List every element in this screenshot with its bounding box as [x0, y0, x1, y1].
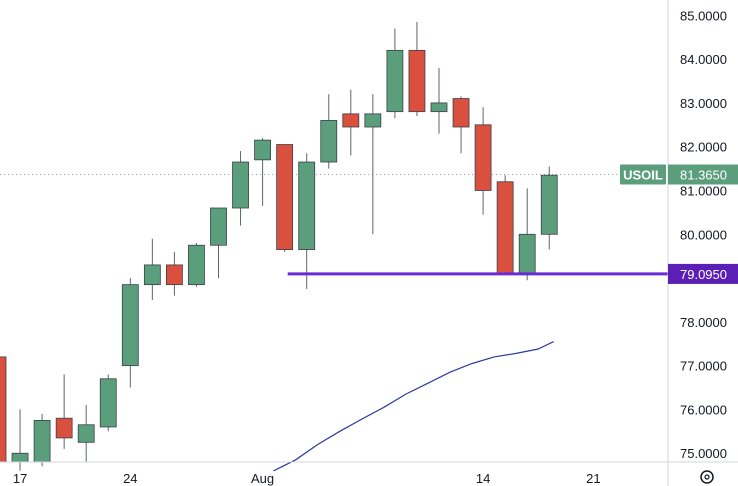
candle-up [254, 137, 272, 206]
symbol-label: USOIL [623, 168, 663, 183]
current-price-label: 81.3650 [680, 168, 727, 183]
candle-down [165, 251, 183, 296]
symbol-label-bg [620, 164, 666, 185]
candle-body [11, 452, 29, 463]
time-tick-label: 24 [123, 471, 137, 486]
candle-up [188, 243, 205, 287]
time-axis[interactable]: 17 24 Aug 14 21 [13, 471, 601, 486]
candle-body [99, 378, 117, 428]
candle-body [165, 264, 183, 286]
candle-down [276, 144, 294, 252]
price-labels: USOIL 81.3650 79.0950 [620, 164, 738, 284]
candle-body [55, 417, 73, 439]
candles-layer [0, 21, 558, 471]
candle-up [540, 166, 558, 250]
candle-down [55, 374, 73, 449]
candle-up [33, 413, 51, 467]
candle-body [364, 113, 382, 128]
candle-up [320, 94, 338, 169]
candle-up [518, 188, 536, 281]
candle-up [99, 374, 117, 432]
candle-body [518, 233, 536, 275]
candle-body [143, 264, 161, 286]
price-tick-label: 85.0000 [680, 8, 727, 23]
price-tick-label: 81.0000 [680, 183, 727, 198]
candle-down [342, 89, 360, 156]
candle-body [232, 161, 249, 209]
candle-body [474, 124, 492, 191]
price-tick-label: 78.0000 [680, 315, 727, 330]
candle-up [143, 238, 161, 300]
price-tick-label: 75.0000 [680, 446, 727, 461]
candle-body [496, 181, 514, 275]
price-axis[interactable]: 85.0000 84.0000 83.0000 82.0000 81.0000 80.00… [680, 8, 727, 461]
candle-body [320, 120, 338, 163]
overlay-layer [273, 272, 668, 472]
time-tick-label: 21 [586, 471, 600, 486]
time-tick-label: 17 [13, 471, 27, 486]
price-tick-label: 83.0000 [680, 96, 727, 111]
candle-body [77, 424, 95, 443]
price-tick-label: 82.0000 [680, 140, 727, 155]
candle-down [496, 175, 514, 275]
time-tick-label: 14 [476, 471, 490, 486]
candle-body [408, 49, 426, 113]
price-tick-label: 76.0000 [680, 402, 727, 417]
candle-body [386, 49, 404, 113]
candle-down [0, 356, 7, 463]
candle-body [342, 113, 360, 128]
candle-up [298, 153, 316, 290]
candle-down [408, 21, 426, 117]
price-tick-label: 77.0000 [680, 359, 727, 374]
candle-body [210, 207, 227, 246]
candle-up [121, 278, 139, 388]
level-price-label: 79.0950 [680, 267, 727, 282]
candle-body [0, 356, 7, 463]
candle-down [474, 107, 492, 215]
candle-body [540, 174, 558, 235]
price-tick-label: 84.0000 [680, 52, 727, 67]
candle-body [121, 284, 139, 367]
candle-body [430, 102, 448, 113]
price-tick-label: 80.0000 [680, 227, 727, 242]
settings-icon[interactable] [700, 470, 714, 484]
candle-up [210, 207, 227, 279]
candle-down [452, 96, 470, 154]
candle-up [364, 94, 382, 235]
candle-body [254, 139, 272, 161]
candle-up [430, 67, 448, 134]
level-price-label-bg [668, 263, 738, 284]
candle-body [276, 144, 294, 251]
candle-body [188, 244, 205, 286]
candle-up [77, 405, 95, 462]
candle-body [298, 161, 316, 251]
candle-body [452, 98, 470, 128]
candle-up [386, 28, 404, 119]
candle-up [232, 151, 249, 226]
time-tick-label: Aug [251, 471, 274, 486]
candle-body [33, 419, 51, 463]
moving-average-line [273, 341, 554, 472]
current-price-label-bg [668, 164, 738, 185]
